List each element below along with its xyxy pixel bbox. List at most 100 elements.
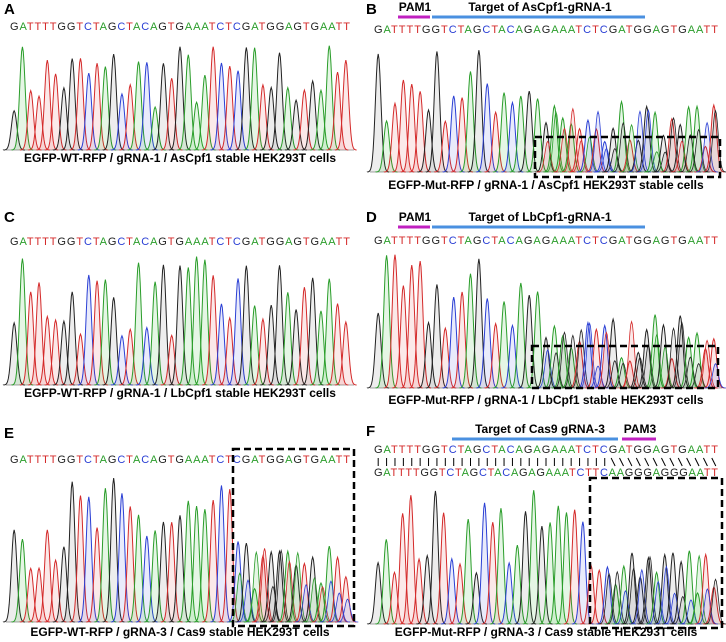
sequence: GATTTTGGTCTAGCTACAGTGAAATCTCGATGGAGTGAAT… <box>10 21 350 33</box>
trace-peak <box>563 509 586 625</box>
trace-peak <box>450 97 474 173</box>
trace-peak <box>19 566 42 623</box>
sequence: GATTTTGGTCTAGCTACAGTGAAATCTCGATGGAGTGAAT… <box>10 236 350 248</box>
highlight-box <box>588 476 724 630</box>
trace-peak <box>52 319 75 386</box>
trace-peak <box>160 78 183 151</box>
trace-peak <box>475 83 499 173</box>
trace-peak <box>450 291 474 389</box>
trace-peak <box>522 490 545 625</box>
trace-peak <box>143 105 166 151</box>
trace-peak <box>243 47 266 151</box>
trace-peak <box>85 63 108 151</box>
trace-peak <box>135 326 158 386</box>
trace-peak <box>44 73 67 151</box>
trace-peak <box>598 572 620 625</box>
trace-peak <box>383 570 406 625</box>
trace-peak <box>127 61 150 151</box>
trace-peak <box>547 505 569 625</box>
trace-peak <box>417 108 440 173</box>
trace-peak <box>391 513 414 625</box>
alignment-tick <box>694 457 700 467</box>
trace-peak <box>85 527 108 623</box>
trace-peak <box>185 256 208 386</box>
trace-peak <box>694 552 717 625</box>
trace-peak <box>416 553 438 625</box>
trace-peak <box>630 568 653 625</box>
trace-peak <box>60 291 84 386</box>
trace-peak <box>544 110 568 173</box>
trace-peak <box>424 490 447 625</box>
trace-peak <box>467 50 490 173</box>
trace-peak <box>36 314 59 386</box>
trace-peak <box>127 262 150 386</box>
trace-peak <box>301 79 324 151</box>
trace-peak <box>433 326 457 389</box>
trace-peak <box>69 58 92 151</box>
trace-peak <box>168 265 191 386</box>
sequence: GATTTTGGTCTAGCTACAGAGAAATCTTCAAGGGAGGGAA… <box>374 467 718 479</box>
trace-peak <box>60 481 84 623</box>
trace-peak <box>284 98 307 151</box>
trace-peak <box>218 489 241 623</box>
sequence: GATTTTGGTCTAGCTACAGAGAAATCTCGATGGAGTGAAT… <box>374 235 718 247</box>
trace-peak <box>497 561 520 625</box>
trace-peak <box>210 485 233 623</box>
annotation: PAM1 <box>399 210 432 224</box>
trace-peak <box>309 88 332 151</box>
trace-peak <box>44 318 67 386</box>
annotation: PAM1 <box>399 0 432 14</box>
trace-peak <box>69 495 92 623</box>
trace-peak <box>269 548 292 623</box>
trace-peak <box>576 118 599 173</box>
alignment-tick <box>610 457 616 467</box>
trace-peak <box>11 258 34 386</box>
trace-peak <box>201 46 225 151</box>
trace-peak <box>69 332 92 386</box>
trace-peak <box>569 328 593 389</box>
trace-peak <box>509 95 532 173</box>
trace-peak <box>143 530 166 623</box>
trace-peak <box>561 107 584 173</box>
trace-peak <box>400 264 423 389</box>
trace-peak <box>433 119 457 173</box>
trace-peak <box>408 91 432 173</box>
alignment-tick <box>711 457 717 467</box>
trace-peak <box>293 88 316 151</box>
trace-peak <box>336 598 359 623</box>
trace-peak <box>593 323 616 389</box>
trace-peak <box>110 493 133 623</box>
trace-peak <box>36 529 59 623</box>
trace-peak <box>538 522 561 625</box>
trace-peak <box>492 301 516 389</box>
trace-peak <box>27 94 50 151</box>
trace-peak <box>60 58 84 151</box>
trace-peak <box>702 103 725 173</box>
trace-peak <box>669 560 692 625</box>
trace-peak <box>201 500 225 623</box>
trace-peak <box>301 555 324 623</box>
trace-peak <box>366 312 390 389</box>
trace-peak <box>688 554 710 625</box>
trace-peak <box>334 60 357 151</box>
trace-peak <box>2 321 25 386</box>
panel-label: C <box>4 209 15 226</box>
trace-peak <box>593 140 616 173</box>
trace-peak <box>501 323 524 389</box>
trace-peak <box>317 278 341 386</box>
trace-peak <box>118 327 142 386</box>
panel-label: A <box>4 1 15 18</box>
trace-peak <box>44 558 67 623</box>
trace-peak <box>417 320 440 389</box>
trace-peak <box>77 274 100 386</box>
trace-peak <box>489 508 512 625</box>
trace-peak <box>268 549 291 623</box>
trace-peak <box>568 127 591 173</box>
trace-peak <box>110 92 133 151</box>
trace-peak <box>662 116 685 173</box>
caption: EGFP-Mut-RFP / gRNA-1 / LbCpf1 stable HE… <box>388 393 703 407</box>
trace-peak <box>611 121 635 173</box>
trace-peak <box>27 282 50 386</box>
trace-peak <box>235 265 258 386</box>
annotation: Target of AsCpf1-gRNA-1 <box>468 0 612 14</box>
